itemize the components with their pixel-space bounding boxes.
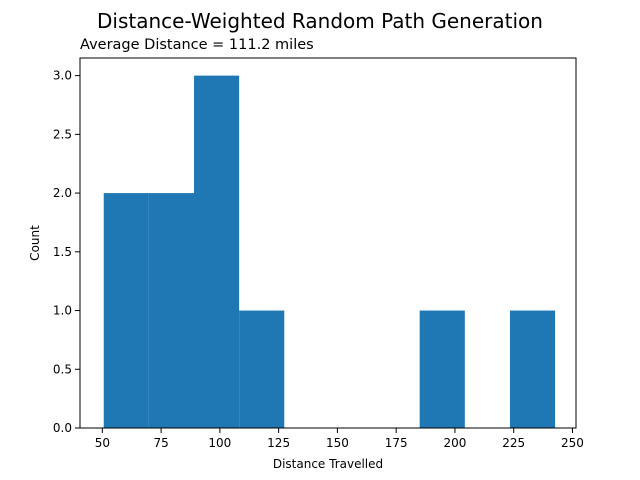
y-tick-label: 1.5 — [53, 245, 72, 259]
histogram-bar-3 — [239, 310, 285, 428]
x-tick-label: 200 — [443, 436, 466, 450]
x-tick-label: 125 — [267, 436, 290, 450]
y-tick-label: 0.5 — [53, 362, 72, 376]
histogram-bar-9 — [509, 310, 556, 428]
x-axis-label: Distance Travelled — [273, 457, 383, 471]
histogram-bar-0 — [103, 193, 149, 428]
x-tick-label: 100 — [208, 436, 231, 450]
y-axis-label: Count — [28, 225, 42, 261]
x-tick-label: 150 — [326, 436, 349, 450]
x-tick-label: 250 — [561, 436, 584, 450]
y-axis: 0.0 0.5 1.0 1.5 2.0 2.5 3.0 — [53, 69, 80, 435]
chart-title: Distance-Weighted Random Path Generation — [97, 9, 543, 33]
x-tick-label: 175 — [385, 436, 408, 450]
y-tick-label: 2.0 — [53, 186, 72, 200]
y-tick-label: 1.0 — [53, 304, 72, 318]
y-tick-label: 2.5 — [53, 127, 72, 141]
histogram-bar-1 — [148, 193, 195, 428]
x-tick-label: 75 — [153, 436, 168, 450]
x-tick-label: 225 — [502, 436, 525, 450]
plot-frame — [79, 57, 577, 429]
x-axis: 50 75 100 125 150 175 200 225 250 — [95, 428, 584, 450]
chart-subtitle: Average Distance = 111.2 miles — [80, 37, 314, 53]
y-tick-label: 0.0 — [53, 421, 72, 435]
x-tick-label: 50 — [95, 436, 110, 450]
bars-group — [103, 75, 556, 429]
histogram-bar-7 — [419, 310, 465, 428]
histogram-bar-2 — [194, 75, 240, 429]
y-tick-label: 3.0 — [53, 69, 72, 83]
